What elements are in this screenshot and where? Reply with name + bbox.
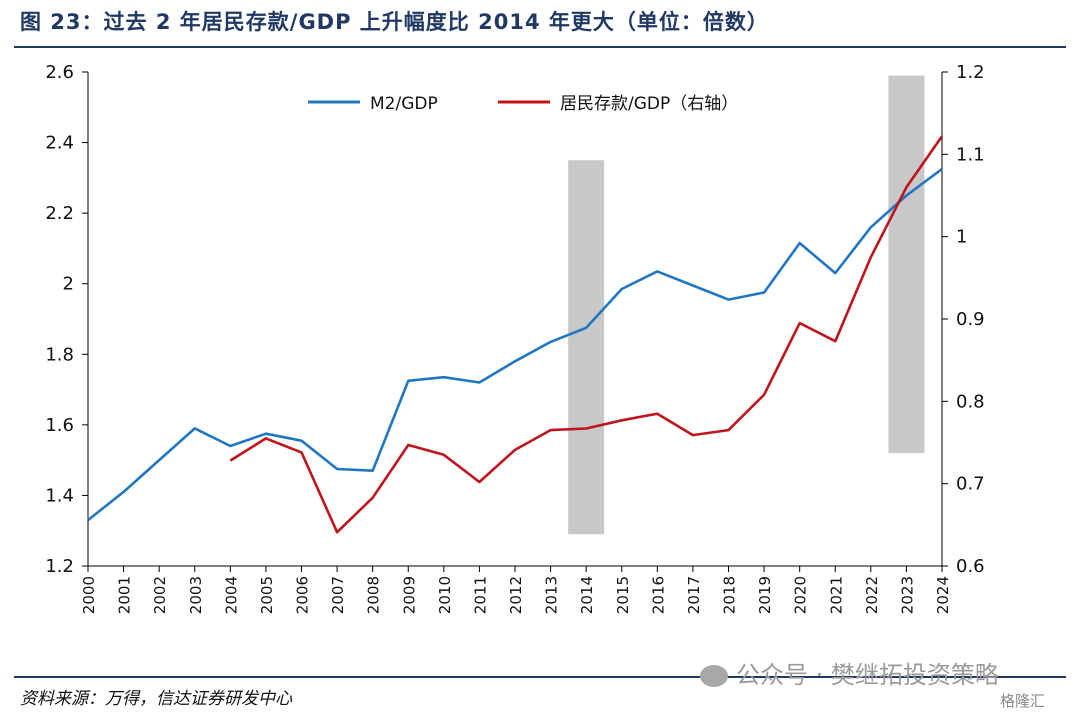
x-tick-label: 2015 bbox=[614, 576, 632, 614]
x-tick-label: 2008 bbox=[365, 576, 383, 614]
x-tick-label: 2014 bbox=[578, 576, 596, 614]
x-tick-label: 2006 bbox=[294, 576, 312, 614]
right-tick-label: 1.2 bbox=[956, 62, 985, 83]
legend-label: M2/GDP bbox=[370, 94, 438, 114]
right-tick-label: 0.9 bbox=[956, 309, 985, 330]
shaded-region-2023 bbox=[888, 75, 925, 454]
x-tick-label: 2002 bbox=[151, 576, 169, 614]
source-note: 资料来源：万得，信达证券研发中心 bbox=[20, 689, 292, 709]
x-tick-label: 2019 bbox=[756, 576, 774, 614]
x-tick-label: 2003 bbox=[187, 576, 205, 614]
right-tick-label: 0.7 bbox=[956, 474, 985, 495]
x-tick-label: 2011 bbox=[471, 576, 489, 614]
watermark: 公众号 · 樊继拓投资策略 bbox=[700, 655, 999, 690]
x-tick-label: 2010 bbox=[436, 576, 454, 614]
chart-title: 图 23：过去 2 年居民存款/GDP 上升幅度比 2014 年更大（单位：倍数… bbox=[20, 10, 769, 34]
watermark-text: 公众号 · 樊继拓投资策略 bbox=[736, 661, 999, 689]
x-tick-label: 2023 bbox=[898, 576, 916, 614]
legend-label: 居民存款/GDP（右轴） bbox=[560, 94, 738, 114]
footer-rule bbox=[14, 676, 1066, 678]
left-tick-label: 2.2 bbox=[45, 203, 74, 224]
x-tick-label: 2013 bbox=[543, 576, 561, 614]
x-tick-label: 2017 bbox=[685, 576, 703, 614]
shaded-region-2014 bbox=[568, 160, 605, 535]
right-tick-label: 0.6 bbox=[956, 556, 985, 577]
left-tick-label: 1.4 bbox=[45, 485, 74, 506]
left-tick-label: 1.8 bbox=[45, 344, 74, 365]
title-rule bbox=[14, 46, 1066, 48]
left-tick-label: 2.4 bbox=[45, 133, 74, 154]
series-line-deposits-gdp bbox=[229, 135, 944, 534]
left-tick-label: 2.6 bbox=[45, 62, 74, 83]
left-tick-label: 1.6 bbox=[45, 415, 74, 436]
left-tick-label: 2 bbox=[63, 274, 74, 295]
wechat-icon bbox=[700, 665, 728, 687]
x-tick-label: 2018 bbox=[721, 576, 739, 614]
x-tick-label: 2009 bbox=[400, 576, 418, 614]
right-tick-label: 1.1 bbox=[956, 144, 985, 165]
x-tick-label: 2000 bbox=[80, 576, 98, 614]
x-tick-label: 2007 bbox=[329, 576, 347, 614]
x-tick-label: 2001 bbox=[116, 576, 134, 614]
x-tick-label: 2012 bbox=[507, 576, 525, 614]
x-tick-label: 2020 bbox=[792, 576, 810, 614]
x-tick-label: 2005 bbox=[258, 576, 276, 614]
right-tick-label: 1 bbox=[956, 227, 967, 248]
x-tick-label: 2016 bbox=[649, 576, 667, 614]
x-tick-label: 2021 bbox=[827, 576, 845, 614]
x-tick-label: 2022 bbox=[863, 576, 881, 614]
left-tick-label: 1.2 bbox=[45, 556, 74, 577]
right-tick-label: 0.8 bbox=[956, 391, 985, 412]
series-line-m2-gdp bbox=[87, 167, 943, 522]
x-tick-label: 2024 bbox=[934, 576, 952, 614]
x-tick-label: 2004 bbox=[222, 576, 240, 614]
watermark-secondary: 格隆汇 bbox=[1000, 692, 1046, 710]
